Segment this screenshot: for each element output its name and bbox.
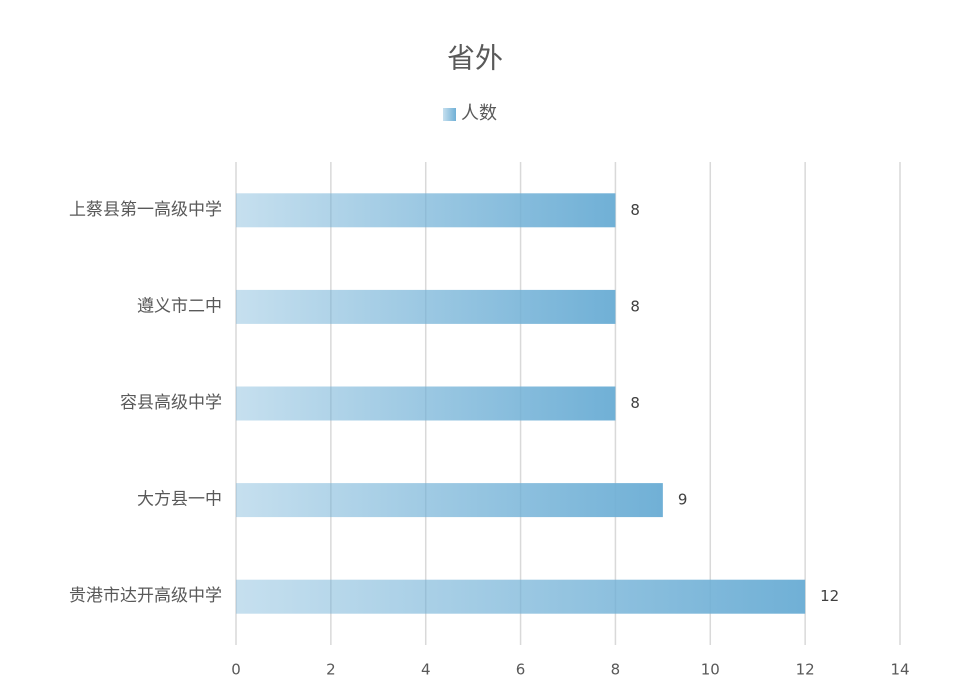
x-tick-label: 4 (421, 661, 431, 679)
y-tick-label: 遵义市二中 (137, 296, 222, 316)
data-label: 12 (820, 587, 839, 605)
x-tick-label: 10 (701, 661, 720, 679)
y-tick-label: 贵港市达开高级中学 (69, 586, 222, 606)
y-tick-label: 大方县一中 (137, 490, 222, 510)
x-tick-label: 6 (516, 661, 526, 679)
x-tick-label: 2 (326, 661, 336, 679)
x-tick-label: 8 (611, 661, 621, 679)
y-tick-label: 容县高级中学 (120, 393, 222, 413)
bar (236, 193, 616, 228)
data-label: 8 (630, 394, 640, 412)
x-tick-label: 0 (231, 661, 241, 679)
y-tick-label: 上蔡县第一高级中学 (69, 200, 222, 220)
data-label: 8 (630, 297, 640, 315)
bar (236, 483, 663, 518)
x-tick-label: 12 (796, 661, 815, 679)
legend-label: 人数 (461, 103, 497, 124)
bar (236, 386, 616, 421)
chart-title: 省外 (447, 42, 503, 75)
bar (236, 289, 616, 324)
data-label: 9 (678, 491, 688, 509)
bar (236, 579, 806, 614)
x-tick-label: 14 (890, 661, 909, 679)
legend-swatch (443, 108, 456, 121)
data-label: 8 (630, 201, 640, 219)
